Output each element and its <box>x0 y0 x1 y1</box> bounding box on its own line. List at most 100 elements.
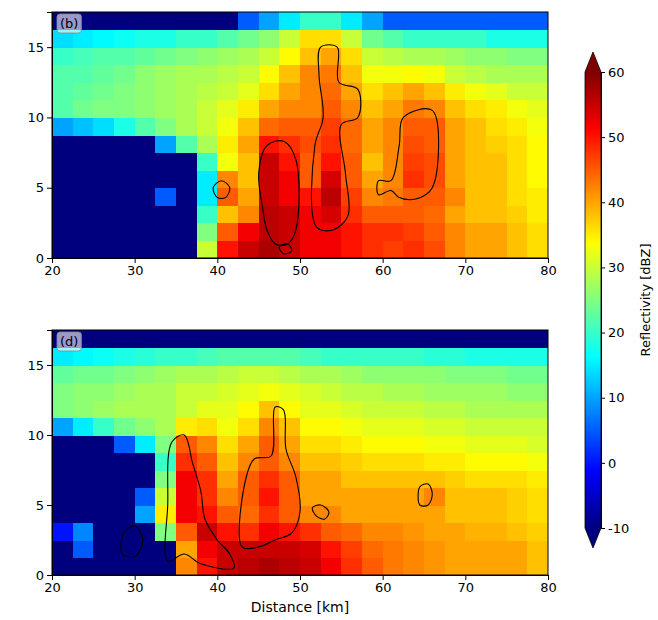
cell <box>73 435 94 453</box>
cell <box>362 488 383 506</box>
tick: 80 <box>540 575 557 595</box>
tick-mark <box>47 117 52 118</box>
tick-mark <box>47 575 52 576</box>
colorbar-axis: -100102030405060 <box>601 65 629 536</box>
cell <box>259 12 280 30</box>
cell <box>217 117 238 135</box>
cell <box>486 453 507 471</box>
cell <box>341 435 362 453</box>
cell <box>197 153 218 171</box>
cell <box>445 135 466 153</box>
cell <box>321 135 342 153</box>
cell <box>341 523 362 541</box>
cell <box>321 418 342 436</box>
cell <box>217 540 238 558</box>
figure: 20304050607080051015(b)20304050607080051… <box>0 0 658 620</box>
cell <box>300 100 321 118</box>
cell <box>155 82 176 100</box>
cell <box>135 153 156 171</box>
cell <box>341 47 362 65</box>
contour <box>165 435 235 570</box>
cell <box>507 223 528 241</box>
tick: 5 <box>36 180 52 195</box>
cell <box>259 223 280 241</box>
cell <box>527 100 548 118</box>
cell <box>321 188 342 206</box>
cell <box>93 30 114 48</box>
cell <box>93 558 114 576</box>
cell <box>279 383 300 401</box>
cell <box>403 82 424 100</box>
cell <box>321 100 342 118</box>
tick: 15 <box>27 358 52 373</box>
tick: 20 <box>44 258 61 278</box>
cell <box>383 30 404 48</box>
cell <box>424 348 445 366</box>
tick-label: 10 <box>608 390 625 405</box>
cell <box>217 505 238 523</box>
cell <box>527 418 548 436</box>
panel-label-box <box>57 332 81 351</box>
cell <box>527 383 548 401</box>
cell <box>362 558 383 576</box>
cell <box>527 348 548 366</box>
cell <box>383 540 404 558</box>
cell <box>403 365 424 383</box>
cell <box>114 30 135 48</box>
cell <box>52 117 73 135</box>
cell <box>486 117 507 135</box>
tick-label: 40 <box>210 580 227 595</box>
cell <box>52 470 73 488</box>
panel-label: (d) <box>57 332 81 351</box>
cell <box>486 540 507 558</box>
cell <box>507 240 528 258</box>
cell <box>341 170 362 188</box>
cell <box>155 418 176 436</box>
cell <box>73 188 94 206</box>
cell <box>424 117 445 135</box>
cell <box>155 223 176 241</box>
cell <box>155 65 176 83</box>
cell <box>135 188 156 206</box>
tick-label: 5 <box>36 180 44 195</box>
cell <box>445 418 466 436</box>
cell <box>383 348 404 366</box>
cell <box>176 30 197 48</box>
cell <box>383 188 404 206</box>
cell <box>341 240 362 258</box>
cell <box>217 47 238 65</box>
cell <box>486 223 507 241</box>
cell <box>383 435 404 453</box>
cell <box>114 240 135 258</box>
cell <box>52 488 73 506</box>
cell <box>362 383 383 401</box>
cell <box>300 30 321 48</box>
tick: 60 <box>375 258 392 278</box>
cell <box>486 365 507 383</box>
cell <box>155 383 176 401</box>
cell <box>507 400 528 418</box>
cell <box>135 400 156 418</box>
cell <box>197 100 218 118</box>
cell <box>383 12 404 30</box>
cell <box>403 135 424 153</box>
cell <box>73 540 94 558</box>
cell <box>507 523 528 541</box>
cell <box>424 135 445 153</box>
cell <box>321 453 342 471</box>
cell <box>73 418 94 436</box>
cell <box>52 418 73 436</box>
cell <box>135 65 156 83</box>
cell <box>486 523 507 541</box>
tick-label: 50 <box>292 263 309 278</box>
cell <box>507 330 528 348</box>
cell <box>341 400 362 418</box>
cell <box>362 12 383 30</box>
cell <box>321 365 342 383</box>
cell <box>135 135 156 153</box>
cell <box>300 82 321 100</box>
cell <box>383 453 404 471</box>
cell <box>424 240 445 258</box>
cell <box>527 82 548 100</box>
cell <box>507 65 528 83</box>
